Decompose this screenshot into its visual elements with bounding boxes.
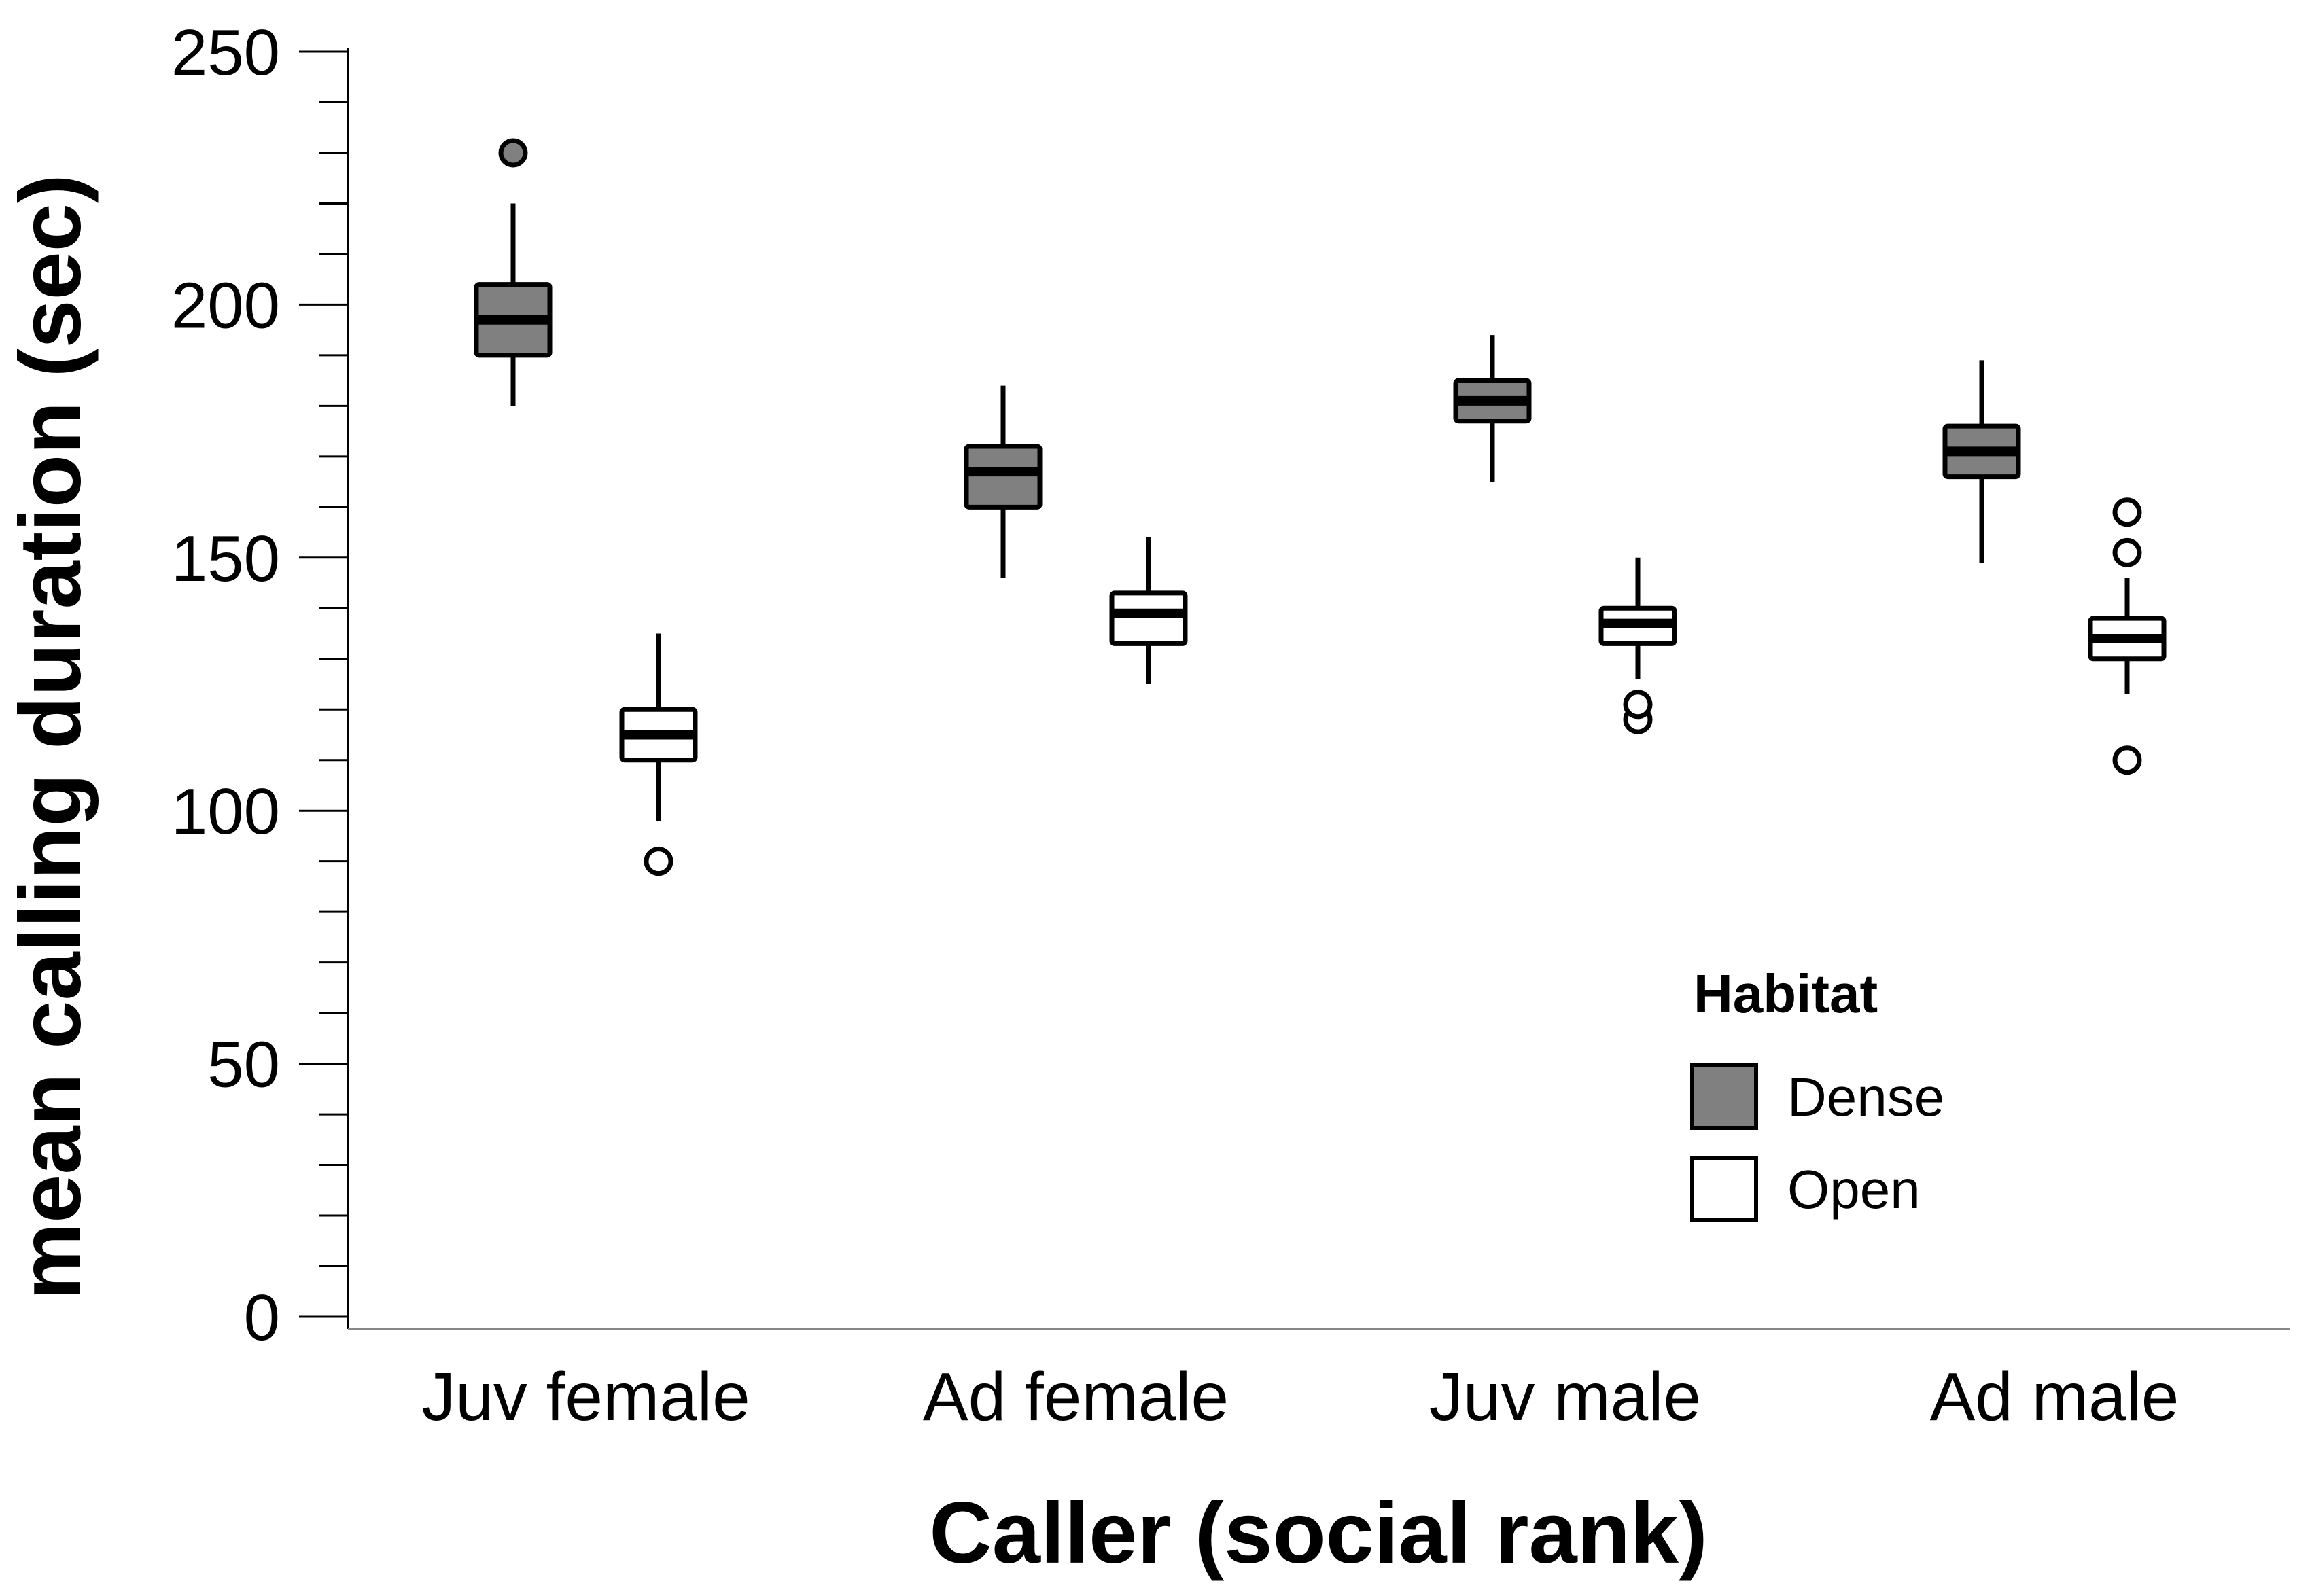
x-category-label: Juv female <box>421 1359 750 1435</box>
y-tick-label: 50 <box>207 1029 280 1101</box>
y-axis-title: mean calling duration (sec) <box>2 174 99 1300</box>
dense-outlier <box>498 138 528 168</box>
axes: 0 50 100 150 200 250 Juv female Ad female Juv ma… <box>171 16 2290 1435</box>
open-outlier <box>2112 497 2142 527</box>
y-tick-label: 0 <box>244 1281 280 1354</box>
x-category-label: Juv male <box>1429 1359 1701 1435</box>
x-category-label: Ad male <box>1930 1359 2179 1435</box>
legend-title: Habitat <box>1694 963 1878 1024</box>
legend-swatch-dense <box>1690 1063 1758 1130</box>
x-category-label: Ad female <box>923 1359 1229 1435</box>
boxes <box>474 138 2167 876</box>
x-axis-title: Caller (social rank) <box>929 1485 1707 1582</box>
legend: Habitat Dense Open <box>1690 963 1944 1222</box>
open-box <box>1109 590 1188 646</box>
legend-label-dense: Dense <box>1787 1067 1944 1127</box>
dense-box <box>964 444 1043 510</box>
y-tick-label: 250 <box>171 16 280 89</box>
y-tick-label: 200 <box>171 269 280 342</box>
legend-swatch-open <box>1690 1156 1758 1222</box>
open-outlier <box>644 847 673 876</box>
open-outlier <box>2112 745 2142 775</box>
y-tick-label: 150 <box>171 522 280 595</box>
open-outlier <box>1623 690 1653 720</box>
legend-label-open: Open <box>1787 1159 1921 1220</box>
labels: mean calling duration (sec) Caller (soci… <box>2 174 1708 1582</box>
open-outlier <box>2112 537 2142 567</box>
y-tick-label: 100 <box>171 775 280 848</box>
